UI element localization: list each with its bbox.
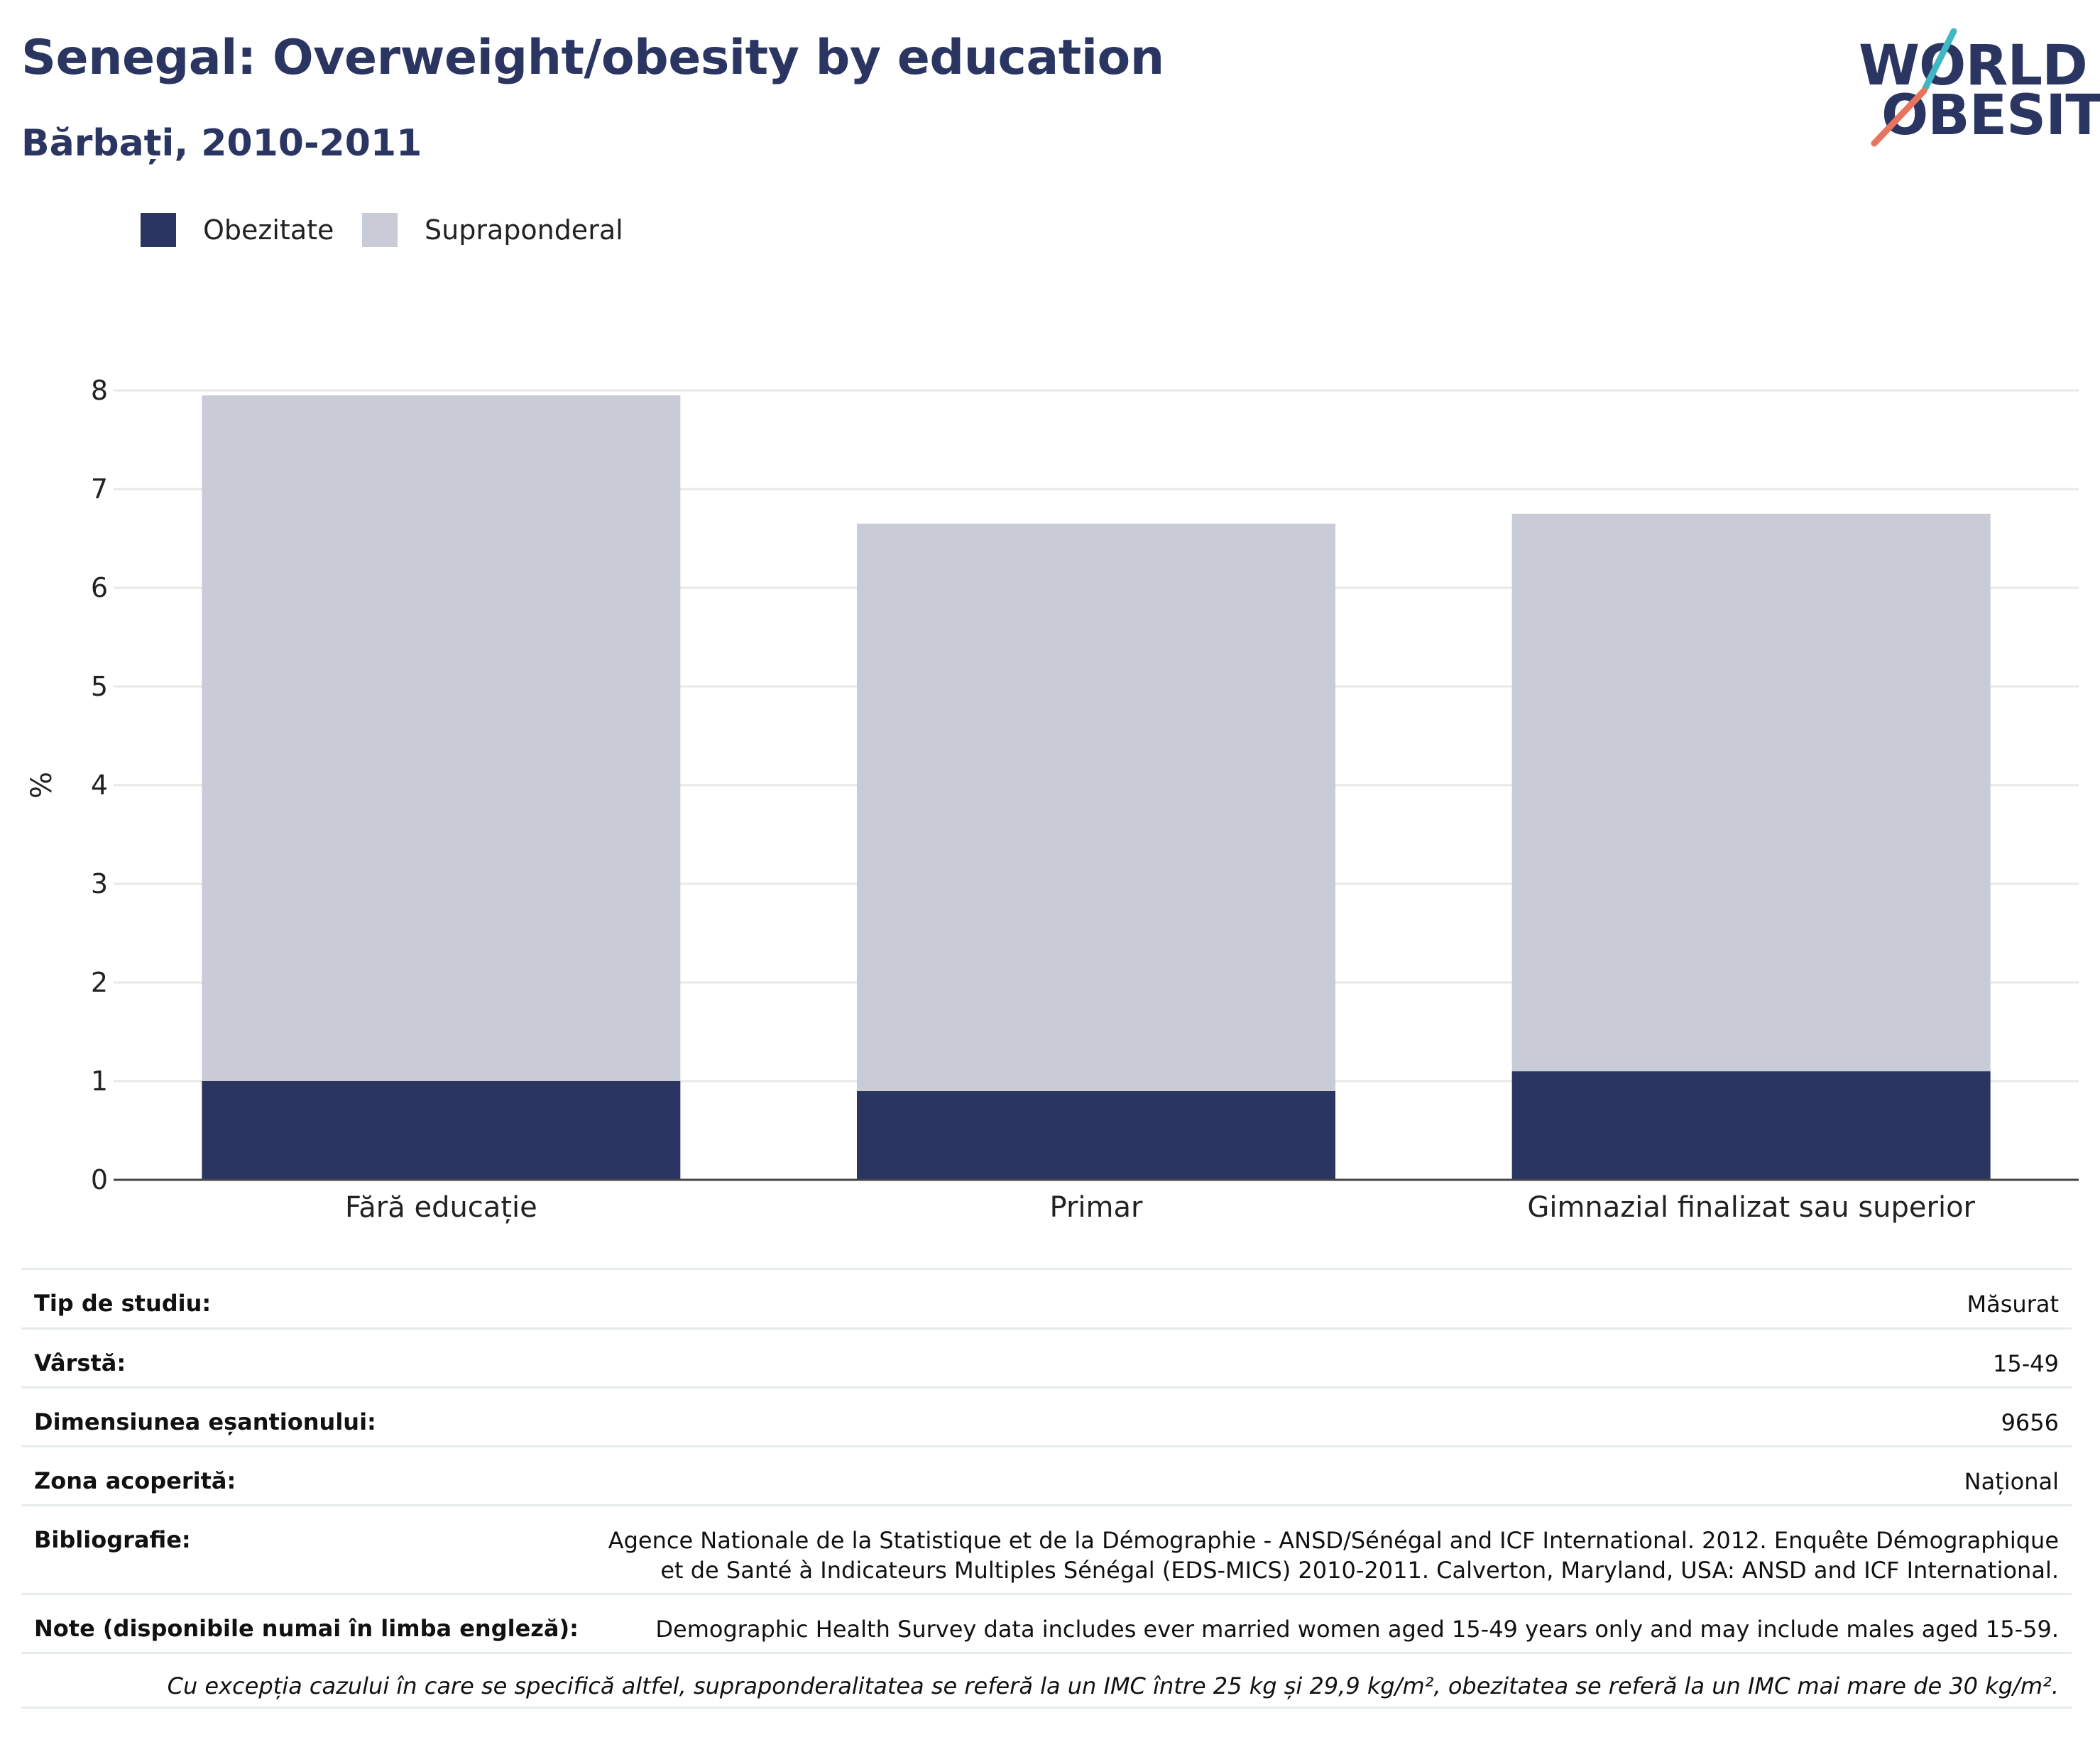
legend-item-obezitate[interactable]: Obezitate [141, 213, 334, 247]
footnote: Cu excepția cazului în care se specifică… [21, 1652, 2072, 1709]
bar-obezitate [857, 1090, 1335, 1180]
info-row-notes: Note (disponibile numai în limba engleză… [21, 1593, 2072, 1652]
y-tick-label: 2 [91, 967, 108, 998]
info-value: Național [1964, 1468, 2059, 1495]
bar-chart: 0 1 2 3 4 5 6 7 8% Fără educație Primar Gimnazial f… [26, 375, 2079, 1224]
y-tick-label: 8 [91, 375, 108, 406]
info-value: 9656 [2001, 1409, 2059, 1436]
info-value: 15-49 [1993, 1350, 2059, 1377]
info-row-age: Vârstă: 15-49 [21, 1327, 2072, 1386]
legend-swatch-supraponderal [362, 213, 398, 247]
chart-subtitle: Bărbați, 2010-2011 [21, 122, 422, 165]
bar-supraponderal [202, 395, 681, 1081]
legend-swatch-obezitate [141, 213, 176, 247]
logo-slash-icon [1871, 28, 1957, 147]
y-tick-label: 7 [91, 473, 108, 505]
info-row-area-covered: Zona acoperită: Național [21, 1445, 2072, 1504]
info-value: Demographic Health Survey data includes … [655, 1616, 2059, 1643]
x-tick-label: Primar [1050, 1191, 1143, 1224]
info-row-sample-size: Dimensiunea eșantionului: 9656 [21, 1386, 2072, 1445]
y-tick-label: 3 [91, 868, 108, 899]
y-tick-label: 5 [91, 671, 108, 702]
info-value: Măsurat [1967, 1291, 2059, 1318]
world-obesity-logo: WORLD OBESITY [1846, 28, 2100, 156]
y-tick-label: 1 [91, 1066, 108, 1097]
info-label: Tip de studiu: [34, 1290, 212, 1317]
y-tick-label: 6 [91, 572, 108, 603]
y-tick-label: 0 [91, 1164, 108, 1195]
info-value: Agence Nationale de la Statistique et de… [608, 1527, 2059, 1584]
y-axis-label: % [26, 772, 58, 799]
x-tick-label: Gimnazial finalizat sau superior [1527, 1191, 1975, 1224]
info-label: Zona acoperită: [34, 1467, 236, 1494]
info-row-bibliography: Bibliografie: Agence Nationale de la Sta… [21, 1504, 2072, 1593]
info-label: Dimensiunea eșantionului: [34, 1408, 376, 1435]
x-tick-label: Fără educație [345, 1191, 537, 1224]
bar-supraponderal [857, 523, 1335, 1091]
y-tick-label: 4 [91, 770, 108, 801]
bar-obezitate [1511, 1071, 1991, 1180]
logo-line-1: WORLD [1859, 34, 2088, 98]
info-label: Bibliografie: [34, 1526, 191, 1553]
info-row-study-type: Tip de studiu: Măsurat [21, 1268, 2072, 1327]
info-table: Tip de studiu: Măsurat Vârstă: 15-49 Dim… [21, 1268, 2072, 1709]
legend-label: Supraponderal [425, 214, 623, 246]
legend-label: Obezitate [203, 214, 334, 246]
bar-obezitate [202, 1081, 681, 1180]
bar-supraponderal [1511, 513, 1991, 1072]
info-label: Vârstă: [34, 1349, 126, 1376]
chart-title: Senegal: Overweight/obesity by education [21, 30, 1164, 86]
info-label: Note (disponibile numai în limba engleză… [34, 1615, 579, 1642]
legend-item-supraponderal[interactable]: Supraponderal [362, 213, 623, 247]
